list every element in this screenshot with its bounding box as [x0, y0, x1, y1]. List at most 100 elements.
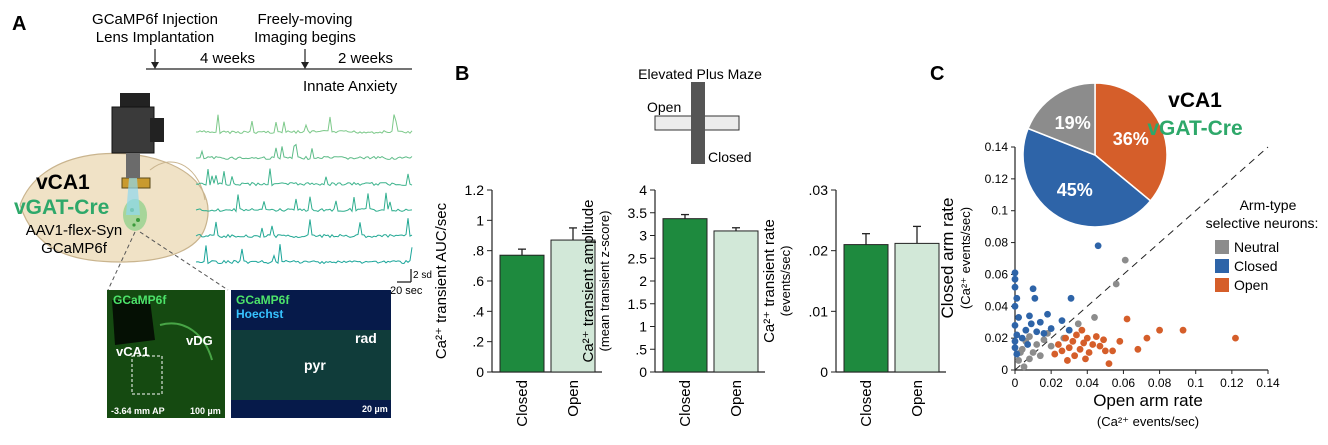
data-point-closed: [1024, 341, 1032, 348]
data-point-open: [1073, 331, 1080, 339]
histology-left-coord: -3.64 mm AP: [111, 406, 165, 416]
data-point-closed: [1013, 294, 1021, 302]
data-point-closed: [1065, 326, 1073, 334]
histology-right-label1: GCaMP6f: [236, 293, 290, 307]
schematic-indicator: GCaMP6f: [41, 240, 108, 257]
data-point-open: [1089, 341, 1097, 348]
data-point-closed: [1018, 334, 1026, 342]
y-tick-label: 0: [820, 364, 828, 380]
y-tick-label: 4: [639, 182, 647, 198]
data-point-open: [1078, 326, 1086, 334]
zoom-line-right: [139, 231, 229, 291]
data-point-open: [1101, 347, 1109, 355]
data-point-closed: [1011, 322, 1019, 329]
pie-title: vCA1: [1168, 89, 1222, 112]
x-tick-label: 0.02: [1039, 376, 1063, 390]
y-tick-label: 0: [639, 364, 647, 380]
bar-chart-amplitude: 0 .5 1 1.5 2 2.5 3 3.5 4 Closed Open Ca²⁺ transient…: [580, 182, 765, 427]
x-tick-label: Open: [728, 380, 745, 417]
y-tick-label: 0.04: [985, 299, 1009, 313]
y-tick-label: 0.08: [985, 236, 1009, 250]
calcium-trace: [195, 244, 413, 265]
x-tick-label: Closed: [858, 380, 875, 427]
bar: [843, 244, 889, 373]
x-axis-title: Open arm rate: [1093, 391, 1203, 410]
data-point-closed: [1013, 350, 1021, 358]
mouse-schematic: vCA1 vGAT-Cre AAV1-flex-Syn GCaMP6f: [14, 93, 229, 291]
schematic-region: vCA1: [36, 171, 90, 194]
panel-label-b: B: [455, 63, 469, 85]
x-tick-label: 0.08: [1148, 376, 1172, 390]
pie-subtitle: vGAT-Cre: [1147, 117, 1242, 140]
data-point-open: [1062, 334, 1069, 342]
data-point-neutral: [1112, 280, 1120, 288]
y-axis-title: Ca²⁺ transient AUC/sec: [433, 202, 450, 359]
y-axis-title: Closed arm rate: [938, 198, 957, 319]
data-point-neutral: [1121, 256, 1129, 264]
histology-right-scale: 20 µm: [362, 404, 388, 414]
data-point-open: [1232, 334, 1239, 342]
y-tick-label: .4: [472, 303, 484, 319]
data-point-open: [1116, 337, 1124, 345]
bar-chart-rate: 0 .01 .02 .03 Closed Open Ca²⁺ transient rate(…: [761, 182, 946, 427]
pie-slice-neutral: [1027, 82, 1096, 157]
data-point-open: [1080, 339, 1088, 347]
data-point-closed: [1094, 242, 1102, 250]
data-point-neutral: [1036, 352, 1044, 360]
x-tick-label: 0.04: [1076, 376, 1100, 390]
data-point-closed: [1029, 285, 1037, 293]
y-tick-label: .02: [809, 243, 829, 259]
data-point-neutral: [1029, 349, 1037, 356]
x-tick-label: 0: [1012, 376, 1019, 390]
light-beam: [126, 178, 140, 215]
data-point-closed: [1013, 331, 1021, 339]
y-tick-label: .5: [635, 341, 647, 357]
histology-left-scale: 100 µm: [190, 406, 221, 416]
schematic-virus: AAV1-flex-Syn: [26, 222, 122, 239]
timeline-interval-1: 4 weeks: [200, 50, 255, 67]
y-tick-label: 1: [639, 319, 647, 335]
pie-label-closed: 45%: [1057, 180, 1093, 200]
data-point-closed: [1011, 302, 1019, 310]
timeline-phase: Innate Anxiety: [303, 78, 398, 95]
histology-right-region1: pyr: [304, 357, 326, 373]
data-point-neutral: [1020, 363, 1028, 371]
x-tick-label: Open: [565, 380, 582, 417]
elevated-plus-maze: Elevated Plus Maze Open Closed: [638, 66, 762, 165]
y-tick-label: .01: [809, 303, 829, 319]
data-point-open: [1085, 349, 1093, 356]
y-tick-label: .8: [472, 243, 484, 259]
y-tick-label: .03: [809, 182, 829, 198]
data-point-open: [1156, 326, 1163, 334]
histology-left-region2: vDG: [186, 333, 213, 348]
data-point-closed: [1031, 294, 1039, 302]
data-point-neutral: [1026, 355, 1033, 363]
y-axis-title: Ca²⁺ transient amplitude: [580, 200, 597, 363]
data-point-open: [1092, 333, 1100, 340]
y-tick-label: 3.5: [628, 205, 648, 221]
calcium-trace: [195, 192, 413, 213]
bar: [894, 242, 940, 373]
timeline-arrowhead-2: [301, 62, 309, 69]
calcium-trace: [195, 218, 413, 239]
data-point-closed: [1044, 310, 1051, 318]
calcium-traces: [195, 114, 413, 265]
data-point-closed: [1033, 328, 1041, 336]
data-point-neutral: [1091, 314, 1098, 321]
data-point-neutral: [1040, 336, 1048, 344]
data-point-open: [1069, 337, 1077, 345]
bar: [499, 254, 545, 373]
trace-scale-bar: 2 sd 20 sec: [390, 269, 432, 297]
y-axis-subtitle: (events/sec): [778, 246, 793, 317]
histology-left: GCaMP6f vCA1 vDG -3.64 mm AP 100 µm: [107, 290, 225, 418]
data-point-neutral: [1026, 333, 1033, 340]
data-point-open: [1076, 345, 1084, 353]
calcium-trace: [195, 168, 413, 187]
schematic-mouse-line: vGAT-Cre: [14, 196, 109, 219]
data-point-open: [1051, 350, 1059, 358]
data-point-closed: [1036, 318, 1044, 326]
y-axis-subtitle: (Ca²⁺ events/sec): [958, 207, 973, 309]
histology-right-region2: rad: [355, 330, 377, 346]
brain-shape: [19, 152, 209, 263]
